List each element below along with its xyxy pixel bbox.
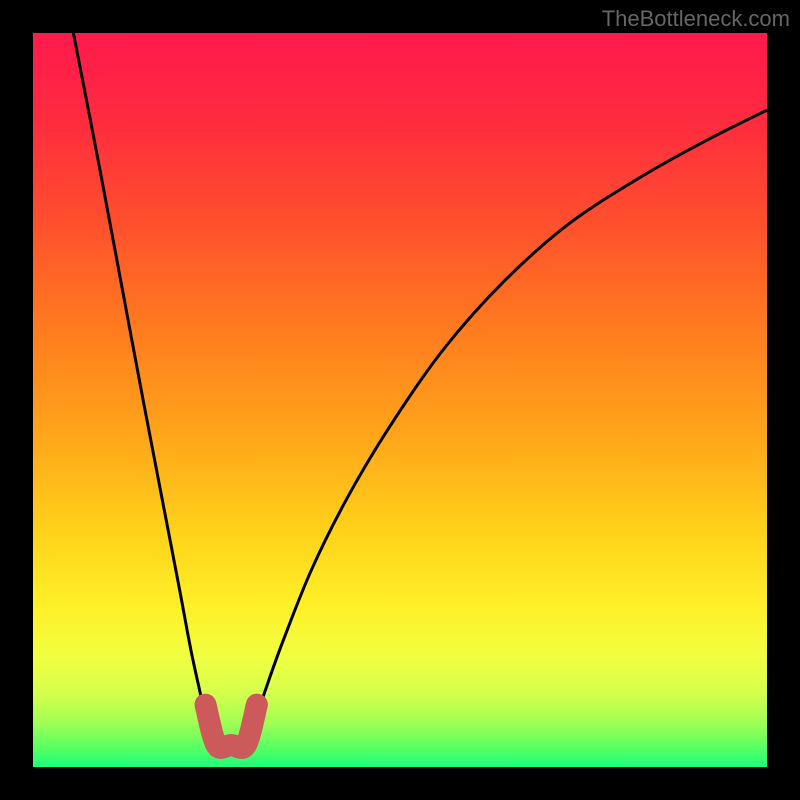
chart-svg xyxy=(33,33,767,767)
chart-container: TheBottleneck.com xyxy=(0,0,800,800)
watermark-text: TheBottleneck.com xyxy=(602,6,790,32)
plot-area xyxy=(33,33,767,767)
